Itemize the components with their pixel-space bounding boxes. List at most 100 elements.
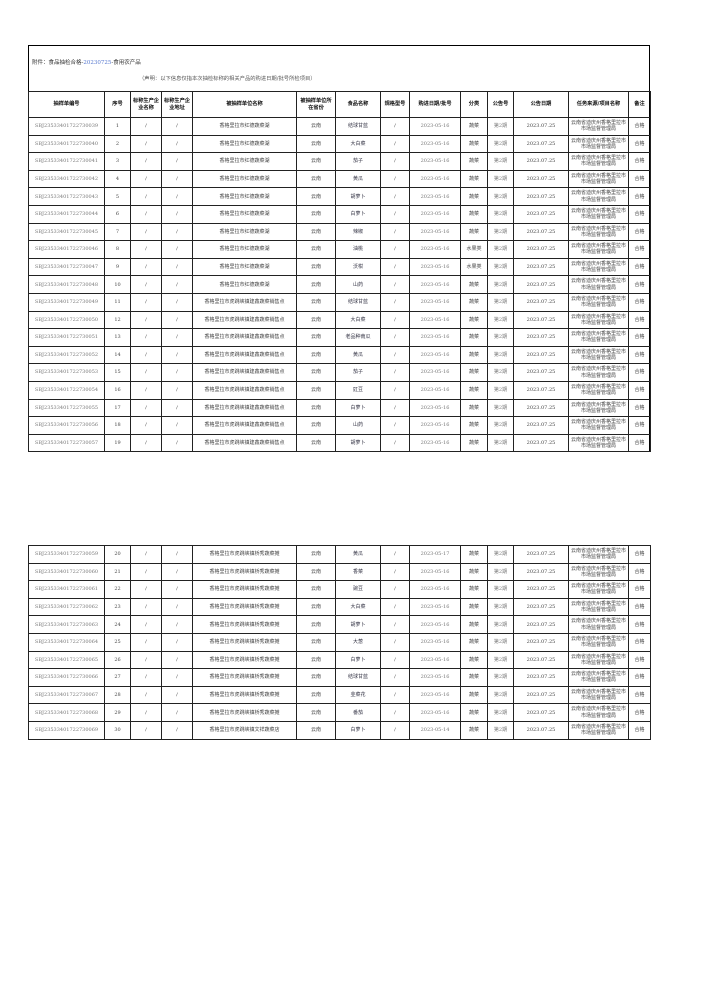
cell-spec-model: /	[380, 222, 410, 242]
cell-province: 云南	[296, 545, 336, 564]
cell-manufacturer-address: /	[161, 615, 193, 634]
cell-spec-model: /	[380, 363, 410, 382]
cell-sample-code: SBJ23533401722730065	[28, 650, 105, 670]
table-row: SBJ23533401722730067 28// 香格里拉市虎跳峡镇桥秀蔬菜摊 云南…	[28, 685, 651, 705]
cell-sample-code: SBJ23533401722730064	[28, 632, 105, 652]
cell-remark: 合格	[628, 720, 651, 740]
table-row: SBJ23533401722730039 1// 香格里拉市红德蔬菜湖 云南 结球甘蓝 /…	[28, 117, 651, 136]
table-row: SBJ23533401722730064 25// 香格里拉市虎跳峡镇桥秀蔬菜摊 云南…	[28, 632, 651, 652]
cell-serial-no: 1	[104, 117, 131, 136]
cell-task-source: 云南省迪庆州香格里拉市市场监督管理局	[568, 328, 629, 347]
cell-category: 蔬菜	[460, 328, 488, 347]
cell-serial-no: 2	[104, 134, 131, 154]
cell-announcement-date: 2023.07.25	[513, 310, 569, 330]
cell-announcement-no: 第2期	[487, 310, 514, 330]
cell-announcement-no: 第2期	[487, 257, 514, 277]
cell-serial-no: 4	[104, 169, 131, 189]
cell-serial-no: 8	[104, 240, 131, 259]
cell-sample-code: SBJ23533401722730042	[28, 169, 105, 189]
cell-food-name: 老品种南瓜	[335, 328, 381, 347]
cell-manufacturer-name: /	[130, 650, 162, 670]
cell-spec-model: /	[380, 275, 410, 294]
cell-province: 云南	[296, 580, 336, 599]
cell-manufacturer-address: /	[161, 433, 193, 453]
cell-category: 水果类	[460, 257, 488, 277]
cell-sample-code: SBJ23533401722730054	[28, 380, 105, 400]
cell-food-name: 结球甘蓝	[335, 292, 381, 312]
cell-manufacturer-address: /	[161, 204, 193, 224]
cell-manufacturer-name: /	[130, 416, 162, 435]
cell-announcement-date: 2023.07.25	[513, 545, 569, 564]
cell-category: 蔬菜	[460, 545, 488, 564]
cell-announcement-no: 第2期	[487, 632, 514, 652]
cell-category: 蔬菜	[460, 668, 488, 687]
cell-manufacturer-name: /	[130, 615, 162, 634]
cell-task-source: 云南省迪庆州香格里拉市市场监督管理局	[568, 380, 629, 400]
table-row: SBJ23533401722730068 29// 香格里拉市虎跳峡镇桥秀蔬菜摊 云南…	[28, 703, 651, 722]
cell-remark: 合格	[628, 345, 651, 365]
cell-sample-code: SBJ23533401722730056	[28, 416, 105, 435]
cell-announcement-date: 2023.07.25	[513, 328, 569, 347]
cell-sampled-unit: 香格里拉市红德蔬菜湖	[192, 240, 297, 259]
cell-spec-model: /	[380, 562, 410, 582]
cell-purchase-date: 2023-05-16	[409, 703, 461, 722]
cell-manufacturer-address: /	[161, 668, 193, 687]
cell-announcement-no: 第2期	[487, 562, 514, 582]
cell-manufacturer-address: /	[161, 292, 193, 312]
header-category: 分类	[460, 91, 488, 118]
cell-announcement-no: 第2期	[487, 380, 514, 400]
cell-sampled-unit: 香格里拉市虎跳峡镇建鑫蔬菜销售点	[192, 328, 297, 347]
cell-task-source: 云南省迪庆州香格里拉市市场监督管理局	[568, 597, 629, 617]
cell-manufacturer-address: /	[161, 240, 193, 259]
cell-purchase-date: 2023-05-16	[409, 328, 461, 347]
cell-category: 蔬菜	[460, 222, 488, 242]
table-row: SBJ23533401722730052 14// 香格里拉市虎跳峡镇建鑫蔬菜销售点…	[28, 345, 651, 365]
cell-manufacturer-name: /	[130, 328, 162, 347]
cell-province: 云南	[296, 328, 336, 347]
cell-sampled-unit: 香格里拉市虎跳峡镇建鑫蔬菜销售点	[192, 416, 297, 435]
cell-purchase-date: 2023-05-16	[409, 134, 461, 154]
cell-task-source: 云南省迪庆州香格里拉市市场监督管理局	[568, 720, 629, 740]
cell-spec-model: /	[380, 580, 410, 599]
cell-remark: 合格	[628, 615, 651, 634]
cell-category: 蔬菜	[460, 720, 488, 740]
cell-spec-model: /	[380, 117, 410, 136]
cell-serial-no: 5	[104, 187, 131, 206]
table-row: SBJ23533401722730046 8// 香格里拉市红德蔬菜湖 云南 油桃/20…	[28, 240, 651, 259]
table-row: SBJ23533401722730061 22// 香格里拉市虎跳峡镇桥秀蔬菜摊 云南…	[28, 580, 651, 599]
cell-province: 云南	[296, 703, 336, 722]
cell-announcement-no: 第2期	[487, 169, 514, 189]
cell-serial-no: 21	[104, 562, 131, 582]
cell-sample-code: SBJ23533401722730069	[28, 720, 105, 740]
cell-task-source: 云南省迪庆州香格里拉市市场监督管理局	[568, 134, 629, 154]
cell-sample-code: SBJ23533401722730051	[28, 328, 105, 347]
cell-announcement-no: 第2期	[487, 597, 514, 617]
cell-task-source: 云南省迪庆州香格里拉市市场监督管理局	[568, 257, 629, 277]
table-row: SBJ23533401722730045 7// 香格里拉市红德蔬菜湖 云南 辣椒/20…	[28, 222, 651, 242]
header-remark: 备注	[628, 91, 651, 118]
cell-food-name: 韭菜花	[335, 685, 381, 705]
cell-purchase-date: 2023-05-16	[409, 580, 461, 599]
cell-remark: 合格	[628, 562, 651, 582]
header-purchase-date: 购进日期/批号	[409, 91, 461, 118]
cell-food-name: 结球甘蓝	[335, 668, 381, 687]
cell-purchase-date: 2023-05-16	[409, 310, 461, 330]
cell-task-source: 云南省迪庆州香格里拉市市场监督管理局	[568, 433, 629, 453]
cell-serial-no: 17	[104, 398, 131, 418]
cell-task-source: 云南省迪庆州香格里拉市市场监督管理局	[568, 632, 629, 652]
cell-serial-no: 9	[104, 257, 131, 277]
cell-sample-code: SBJ23533401722730059	[28, 545, 105, 564]
cell-announcement-no: 第2期	[487, 650, 514, 670]
cell-category: 蔬菜	[460, 685, 488, 705]
cell-remark: 合格	[628, 117, 651, 136]
cell-announcement-date: 2023.07.25	[513, 187, 569, 206]
cell-task-source: 云南省迪庆州香格里拉市市场监督管理局	[568, 204, 629, 224]
header-row: 抽样单编号 序号 标称生产企业名称 标称生产企业地址 被抽样单位名称 被抽样单位所在省份食…	[28, 91, 651, 118]
cell-remark: 合格	[628, 152, 651, 171]
cell-serial-no: 15	[104, 363, 131, 382]
cell-manufacturer-name: /	[130, 398, 162, 418]
cell-remark: 合格	[628, 204, 651, 224]
cell-manufacturer-name: /	[130, 632, 162, 652]
title-prefix: 附件：食品抽检合格-	[32, 60, 84, 66]
table-row: SBJ23533401722730050 12// 香格里拉市虎跳峡镇建鑫蔬菜销售点…	[28, 310, 651, 330]
